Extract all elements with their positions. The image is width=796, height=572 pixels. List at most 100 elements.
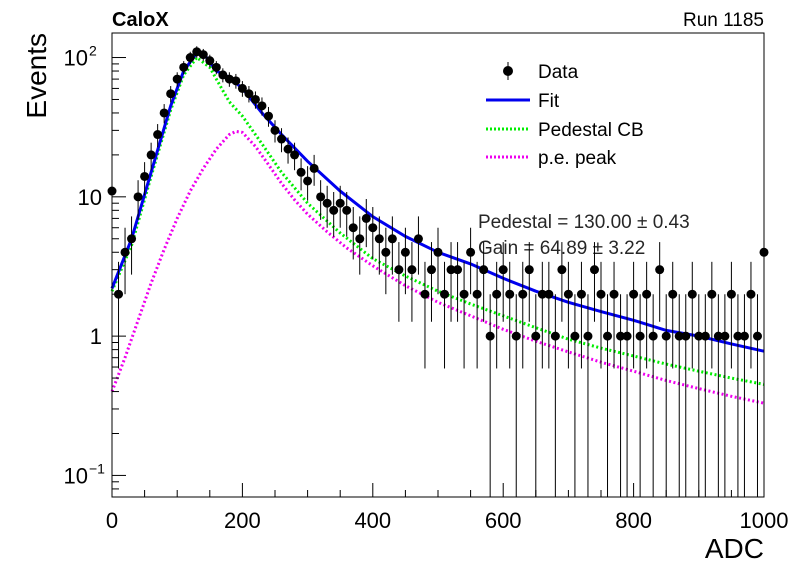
- data-point: [407, 242, 417, 322]
- data-point: [642, 261, 652, 369]
- run-label: Run 1185: [683, 10, 764, 31]
- data-point-marker: [466, 247, 476, 257]
- data-point-marker: [694, 331, 704, 341]
- data-point: [752, 294, 762, 497]
- data-point-marker: [426, 265, 436, 275]
- data-point-marker: [492, 289, 502, 299]
- data-point: [570, 294, 580, 497]
- data-point: [596, 261, 606, 369]
- data-point: [622, 294, 632, 497]
- data-point-marker: [648, 331, 658, 341]
- data-point: [446, 242, 456, 322]
- data-point: [140, 162, 150, 196]
- data-point-marker: [505, 289, 515, 299]
- data-point-marker: [531, 331, 541, 341]
- data-point-marker: [270, 125, 280, 135]
- data-point: [205, 54, 215, 68]
- data-point: [257, 97, 267, 116]
- data-point: [537, 261, 547, 369]
- data-point-marker: [335, 198, 345, 208]
- data-point-marker: [707, 289, 717, 299]
- y-tick-label: 10: [78, 185, 102, 210]
- data-point-marker: [133, 192, 143, 202]
- data-point-marker: [583, 331, 593, 341]
- data-point-marker: [381, 247, 391, 257]
- data-point-marker: [544, 289, 554, 299]
- data-point-marker: [413, 234, 423, 244]
- chart-marks: [107, 46, 769, 497]
- data-point: [635, 294, 645, 497]
- data-point: [485, 294, 495, 497]
- legend: Data Fit Pedestal CB p.e. peak: [486, 58, 686, 190]
- data-point: [687, 261, 697, 369]
- data-point-marker: [596, 289, 606, 299]
- data-point-marker: [244, 89, 254, 99]
- data-point-marker: [479, 265, 489, 275]
- legend-label-fit: Fit: [538, 91, 560, 112]
- data-point: [433, 227, 443, 295]
- legend-entry-data: Data: [503, 62, 579, 83]
- data-point-marker: [303, 176, 313, 186]
- data-point: [505, 261, 515, 369]
- data-point: [583, 294, 593, 497]
- data-point: [472, 261, 482, 369]
- data-point: [277, 128, 287, 153]
- data-point-marker: [407, 265, 417, 275]
- y-tick-label-exponent: 2: [89, 43, 97, 59]
- data-point-marker: [752, 331, 762, 341]
- data-point-marker: [420, 289, 430, 299]
- data-point-marker: [524, 265, 534, 275]
- data-point-marker: [127, 234, 137, 244]
- data-point: [746, 261, 756, 369]
- data-point: [518, 261, 528, 369]
- data-point-marker: [218, 70, 228, 80]
- data-point-marker: [205, 56, 215, 66]
- data-point-marker: [277, 134, 287, 144]
- data-point-marker: [518, 289, 528, 299]
- data-point-marker: [563, 289, 573, 299]
- data-point: [550, 294, 560, 497]
- data-point-marker: [290, 150, 300, 160]
- data-point: [153, 124, 163, 148]
- x-axis-label: ADC: [705, 533, 764, 564]
- data-point-marker: [498, 265, 508, 275]
- data-point-marker: [368, 223, 378, 233]
- data-point-marker: [394, 265, 404, 275]
- legend-entry-pedestal: Pedestal CB: [486, 120, 644, 141]
- y-tick-label: 10: [64, 46, 88, 71]
- data-point-marker: [609, 289, 619, 299]
- y-tick-label: 10: [64, 463, 88, 488]
- data-point-marker: [283, 144, 293, 154]
- data-point-marker: [374, 234, 384, 244]
- x-tick-label: 1000: [740, 508, 789, 533]
- data-point: [263, 106, 273, 127]
- series-pe-peak-line: [110, 129, 765, 405]
- data-point: [713, 294, 723, 497]
- data-point: [609, 261, 619, 369]
- data-point: [120, 227, 130, 295]
- data-point: [270, 120, 280, 143]
- data-point: [531, 294, 541, 497]
- data-point: [466, 227, 476, 295]
- data-point: [374, 216, 384, 275]
- data-point-marker: [355, 234, 365, 244]
- data-point: [159, 104, 169, 124]
- data-point: [648, 294, 658, 497]
- data-point-marker: [316, 192, 326, 202]
- data-point-marker: [459, 289, 469, 299]
- data-point-marker: [250, 94, 260, 104]
- data-point: [603, 294, 613, 497]
- data-point: [576, 261, 586, 369]
- data-point-marker: [166, 89, 176, 99]
- data-point-marker: [733, 331, 743, 341]
- data-point-marker: [668, 289, 678, 299]
- data-point-marker: [642, 289, 652, 299]
- data-point-marker: [511, 331, 521, 341]
- data-point-marker: [159, 108, 169, 118]
- x-tick-label: 400: [354, 508, 391, 533]
- data-point-marker: [263, 111, 273, 121]
- data-point: [400, 227, 410, 295]
- data-point: [440, 261, 450, 369]
